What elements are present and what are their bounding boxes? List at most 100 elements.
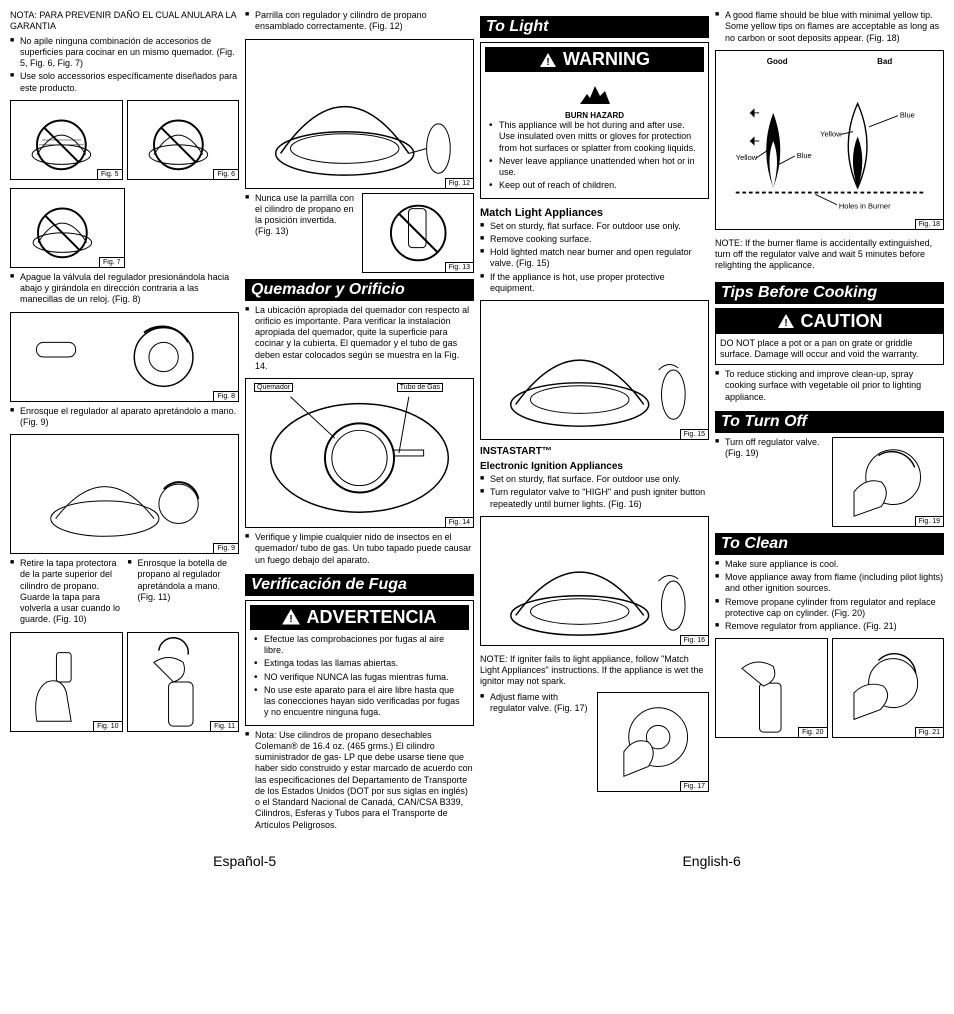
fig-label: Fig. 21 <box>915 727 943 737</box>
match-item: If the appliance is hot, use proper prot… <box>480 272 709 295</box>
svg-text:Yellow: Yellow <box>820 129 842 138</box>
parrilla-item: Parrilla con regulador y cilindro de pro… <box>245 10 474 33</box>
note-igniter: NOTE: If igniter fails to light applianc… <box>480 654 709 688</box>
note-extinguished: NOTE: If the burner flame is accidentall… <box>715 238 944 272</box>
figure-17: Fig. 17 <box>597 692 710 792</box>
caution-text: CAUTION <box>801 311 883 332</box>
figure-21: Fig. 21 <box>832 638 945 738</box>
grill-crossed-icon <box>11 101 122 179</box>
fig-label: Fig. 20 <box>798 727 826 737</box>
retire-item: Retire la tapa protectora de la parte su… <box>10 558 122 626</box>
fig-label: Fig. 19 <box>915 516 943 526</box>
footer-left: Español-5 <box>213 853 276 869</box>
match-item: Remove cooking surface. <box>480 234 709 245</box>
fig-label: Fig. 9 <box>213 543 238 553</box>
adv-item: Efectue las comprobaciones por fugas al … <box>254 634 465 657</box>
warning-triangle-icon: ! <box>777 313 795 329</box>
nota-list: No apile ninguna combinación de accesori… <box>10 36 239 96</box>
turn-off-item: Turn off regulator valve. (Fig. 19) <box>715 437 826 460</box>
fig-label: Fig. 16 <box>680 635 708 645</box>
nota-item: No apile ninguna combinación de accesori… <box>10 36 239 70</box>
match-item: Hold lighted match near burner and open … <box>480 247 709 270</box>
advertencia-box: ! ADVERTENCIA Efectue las comprobaciones… <box>245 600 474 726</box>
fig-label: Fig. 14 <box>445 517 473 527</box>
svg-text:Blue: Blue <box>797 151 812 160</box>
apague-list: Apague la válvula del regulador presioná… <box>10 272 239 308</box>
elec-list: Set on sturdy, flat surface. For outdoor… <box>480 474 709 512</box>
fig-label: Fig. 12 <box>445 178 473 188</box>
to-clean-header: To Clean <box>715 533 944 555</box>
fig-label: Fig. 15 <box>680 429 708 439</box>
grill-crossed-icon <box>128 101 239 179</box>
turn-off-row: Turn off regulator valve. (Fig. 19) Fig.… <box>715 437 944 527</box>
adv-list: Efectue las comprobaciones por fugas al … <box>250 634 469 719</box>
hand-screw-icon <box>128 633 239 731</box>
fig-label: Fig. 18 <box>915 219 943 229</box>
grill-match-icon <box>481 301 708 439</box>
bad-label: Bad <box>877 57 892 66</box>
clean-list: Make sure appliance is cool. Move applia… <box>715 559 944 635</box>
adjust-item: Adjust flame with regulator valve. (Fig.… <box>480 692 591 715</box>
clean-item: Remove regulator from appliance. (Fig. 2… <box>715 621 944 632</box>
figure-20: Fig. 20 <box>715 638 828 738</box>
nota2-item: Nota: Use cilindros de propano desechabl… <box>245 730 474 831</box>
figure-5: Fig. 5 <box>10 100 123 180</box>
nota-heading: NOTA: PARA PREVENIR DAÑO EL CUAL ANULARA… <box>10 10 239 32</box>
hand-unscrew-icon <box>833 639 944 737</box>
nota2-list: Nota: Use cilindros de propano desechabl… <box>245 730 474 833</box>
nunca-list: Nunca use la parrilla con el cilindro de… <box>245 193 356 238</box>
good-flame-list: A good flame should be blue with minimal… <box>715 10 944 46</box>
figure-6: Fig. 6 <box>127 100 240 180</box>
grill-crossed-icon <box>11 189 124 267</box>
warn-list: This appliance will be hot during and af… <box>485 120 704 192</box>
figure-19: Fig. 19 <box>832 437 945 527</box>
adv-item: No use este aparato para el aire libre h… <box>254 685 465 719</box>
adv-item: Extinga todas las llamas abiertas. <box>254 658 465 669</box>
enrosque-item: Enrosque el regulador al aparato apretán… <box>10 406 239 429</box>
regulator-knob-icon <box>11 313 238 401</box>
adv-item: NO verifique NUNCA las fugas mientras fu… <box>254 672 465 683</box>
figure-16: Fig. 16 <box>480 516 709 646</box>
fig-label: Fig. 10 <box>93 721 121 731</box>
svg-text:!: ! <box>290 614 293 625</box>
enrosque-list: Enrosque el regulador al aparato apretán… <box>10 406 239 431</box>
tubo-label: Tubo de Gas <box>397 383 443 392</box>
reduce-item: To reduce sticking and improve clean-up,… <box>715 369 944 403</box>
clean-item: Move appliance away from flame (includin… <box>715 572 944 595</box>
inverted-crossed-icon <box>363 194 474 272</box>
nota-item: Use solo accessorios específicamente dis… <box>10 71 239 94</box>
fig-row-20-21: Fig. 20 Fig. 21 <box>715 638 944 738</box>
warn-item: This appliance will be hot during and af… <box>489 120 700 154</box>
burn-hazard-icon <box>575 76 615 106</box>
verifique-item: Verifique y limpie cualquier nido de ins… <box>245 532 474 566</box>
svg-text:!: ! <box>546 57 549 68</box>
elec-item: Turn regulator valve to "HIGH" and push … <box>480 487 709 510</box>
svg-text:Holes in Burner: Holes in Burner <box>839 201 891 210</box>
burner-top-icon <box>246 379 473 527</box>
match-list: Set on sturdy, flat surface. For outdoor… <box>480 221 709 297</box>
warning-triangle-icon: ! <box>282 609 300 625</box>
fig-row-10-11: Fig. 10 Fig. 11 <box>10 632 239 732</box>
electronic-heading: Electronic Ignition Appliances <box>480 461 709 472</box>
figure-13: Fig. 13 <box>362 193 475 273</box>
caution-bar: ! CAUTION <box>716 309 943 334</box>
instastart-heading: INSTASTART™ <box>480 446 709 457</box>
advertencia-bar: ! ADVERTENCIA <box>250 605 469 630</box>
quemador-text: La ubicación apropiada del quemador con … <box>245 305 474 373</box>
fig-label: Fig. 8 <box>213 391 238 401</box>
fig-row-7: Fig. 7 <box>10 188 239 268</box>
figure-15: Fig. 15 <box>480 300 709 440</box>
match-item: Set on sturdy, flat surface. For outdoor… <box>480 221 709 232</box>
warn-item: Keep out of reach of children. <box>489 180 700 191</box>
flame-diagram-icon: Yellow Blue Yellow Blue Holes in Burner <box>722 66 937 216</box>
verifique-list: Verifique y limpie cualquier nido de ins… <box>245 532 474 568</box>
svg-text:!: ! <box>784 318 787 329</box>
page-footer: Español-5 English-6 <box>10 853 944 869</box>
quemador-list: La ubicación apropiada del quemador con … <box>245 305 474 375</box>
fig-row-5-6: Fig. 5 Fig. 6 <box>10 100 239 180</box>
nunca-item: Nunca use la parrilla con el cilindro de… <box>245 193 356 238</box>
turn-off-list: Turn off regulator valve. (Fig. 19) <box>715 437 826 460</box>
hand-cylinder-icon <box>11 633 122 731</box>
good-bad-labels: Good Bad <box>722 57 937 66</box>
figure-8: Fig. 8 <box>10 312 239 402</box>
